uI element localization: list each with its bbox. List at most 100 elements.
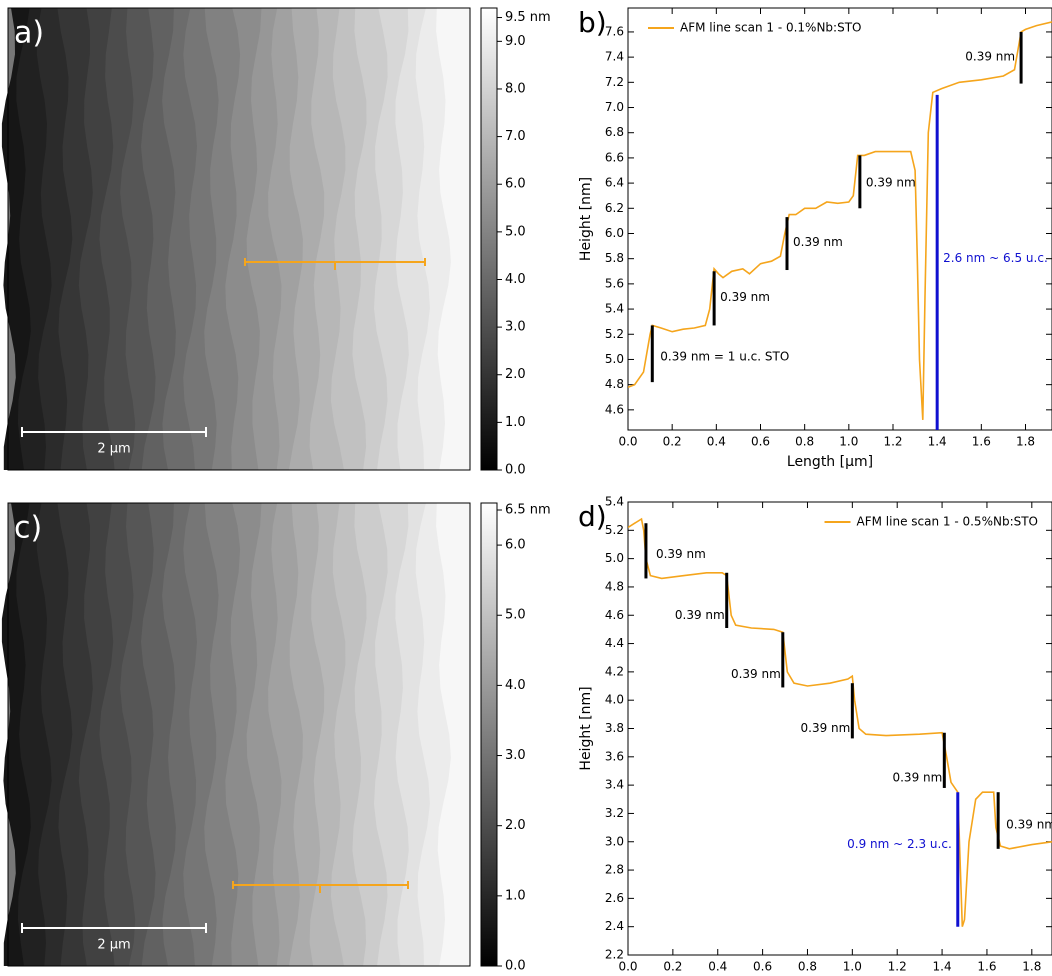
x-tick-label: 0.6 — [753, 960, 772, 974]
colorbar-tick-label: 3.0 — [505, 320, 526, 335]
y-tick-label: 2.6 — [605, 891, 624, 905]
panel-label: c) — [14, 511, 42, 546]
terrace — [436, 503, 470, 966]
panel-label: a) — [14, 16, 44, 51]
y-tick-label: 2.4 — [605, 919, 624, 933]
step-annotation: 0.39 nm — [866, 176, 916, 190]
colorbar-tick-label: 0.0 — [505, 463, 526, 478]
image-frame — [7, 502, 471, 967]
y-axis-label: Height [nm] — [578, 686, 594, 770]
colorbar-tick-label: 2.0 — [505, 818, 526, 833]
y-tick-label: 5.2 — [605, 523, 624, 537]
colorbar-tick-label: 5.0 — [505, 224, 526, 239]
y-tick-label: 7.4 — [605, 50, 624, 64]
plot-area — [628, 517, 1052, 927]
y-axis-label: Height [nm] — [578, 177, 594, 261]
y-tick-label: 4.6 — [605, 402, 624, 416]
legend-label: AFM line scan 1 - 0.5%Nb:STO — [857, 515, 1038, 529]
data-line — [628, 517, 1052, 927]
step-annotation: 0.39 nm — [656, 547, 706, 561]
y-tick-label: 6.2 — [605, 201, 624, 215]
y-tick-label: 6.8 — [605, 125, 624, 139]
step-annotation: 2.6 nm ~ 6.5 u.c. — [943, 251, 1048, 265]
step-annotation: 0.9 nm ~ 2.3 u.c. — [847, 837, 952, 851]
step-annotation: 0.39 nm — [720, 290, 770, 304]
colorbar-tick-label: 9.5 nm — [505, 10, 551, 25]
y-tick-label: 4.0 — [605, 693, 624, 707]
colorbar-tick-label: 7.0 — [505, 129, 526, 144]
step-annotation: 0.39 nm — [731, 667, 781, 681]
step-annotation: 0.39 nm — [801, 721, 851, 735]
x-tick-label: 1.8 — [1022, 960, 1041, 974]
x-tick-label: 1.2 — [883, 435, 902, 449]
x-tick-label: 0.6 — [751, 435, 770, 449]
y-tick-label: 3.6 — [605, 749, 624, 763]
terrace — [436, 8, 470, 470]
x-tick-label: 1.6 — [977, 960, 996, 974]
y-tick-label: 5.0 — [605, 352, 624, 366]
y-tick-label: 2.2 — [605, 948, 624, 962]
y-tick-label: 4.8 — [605, 377, 624, 391]
y-tick-label: 5.0 — [605, 551, 624, 565]
colorbar-tick-label: 9.0 — [505, 34, 526, 49]
plot-frame — [627, 7, 1052, 431]
colorbar-tick-label: 4.0 — [505, 678, 526, 693]
x-tick-label: 1.8 — [1016, 435, 1035, 449]
x-tick-label: 0.8 — [795, 435, 814, 449]
colorbar-tick-label: 4.0 — [505, 272, 526, 287]
x-tick-label: 1.2 — [888, 960, 907, 974]
x-tick-label: 1.4 — [928, 435, 947, 449]
legend-label: AFM line scan 1 - 0.1%Nb:STO — [680, 21, 861, 35]
colorbar-tick-label: 1.0 — [505, 888, 526, 903]
data-line — [628, 21, 1052, 420]
colorbar-tick-label: 3.0 — [505, 748, 526, 763]
step-annotation: 0.39 nm — [965, 50, 1015, 64]
step-annotation: 0.39 nm — [1006, 817, 1052, 831]
y-tick-label: 4.6 — [605, 608, 624, 622]
x-tick-label: 0.4 — [707, 435, 726, 449]
scale-bar-label: 2 µm — [97, 442, 130, 457]
step-annotation: 0.39 nm — [675, 608, 725, 622]
y-tick-label: 5.6 — [605, 276, 624, 290]
plot-area — [628, 21, 1052, 430]
step-annotation: 0.39 nm — [793, 235, 843, 249]
y-tick-label: 3.8 — [605, 721, 624, 735]
y-tick-label: 6.4 — [605, 176, 624, 190]
y-tick-label: 5.4 — [605, 302, 624, 316]
colorbar-tick-label: 5.0 — [505, 608, 526, 623]
y-tick-label: 3.0 — [605, 834, 624, 848]
x-tick-label: 0.2 — [663, 960, 682, 974]
y-tick-label: 7.6 — [605, 24, 624, 38]
colorbar-tick-label: 2.0 — [505, 367, 526, 382]
y-tick-label: 4.4 — [605, 636, 624, 650]
y-tick-label: 4.2 — [605, 664, 624, 678]
image-frame — [7, 7, 471, 471]
colorbar-tick-label: 6.0 — [505, 177, 526, 192]
y-tick-label: 5.4 — [605, 495, 624, 509]
scale-bar-label: 2 µm — [97, 938, 130, 953]
step-annotation: 0.39 nm — [892, 771, 942, 785]
panel-label: b) — [578, 6, 607, 39]
y-tick-label: 3.4 — [605, 778, 624, 792]
colorbar-tick-label: 8.0 — [505, 81, 526, 96]
y-tick-label: 6.6 — [605, 150, 624, 164]
x-tick-label: 0.2 — [663, 435, 682, 449]
x-tick-label: 1.0 — [839, 435, 858, 449]
colorbar-tick-label: 0.0 — [505, 959, 526, 974]
y-tick-label: 5.8 — [605, 251, 624, 265]
y-tick-label: 2.8 — [605, 863, 624, 877]
colorbar-tick-label: 6.5 nm — [505, 503, 551, 518]
y-tick-label: 6.0 — [605, 226, 624, 240]
y-tick-label: 4.8 — [605, 579, 624, 593]
y-tick-label: 3.2 — [605, 806, 624, 820]
x-tick-label: 0.0 — [618, 435, 637, 449]
x-tick-label: 0.8 — [798, 960, 817, 974]
x-axis-label: Length [µm] — [787, 454, 873, 470]
y-tick-label: 7.0 — [605, 100, 624, 114]
colorbar-tick-label: 6.0 — [505, 538, 526, 553]
step-annotation: 0.39 nm = 1 u.c. STO — [660, 349, 789, 363]
panel-label: d) — [578, 500, 607, 533]
x-tick-label: 1.4 — [933, 960, 952, 974]
x-tick-label: 1.0 — [843, 960, 862, 974]
